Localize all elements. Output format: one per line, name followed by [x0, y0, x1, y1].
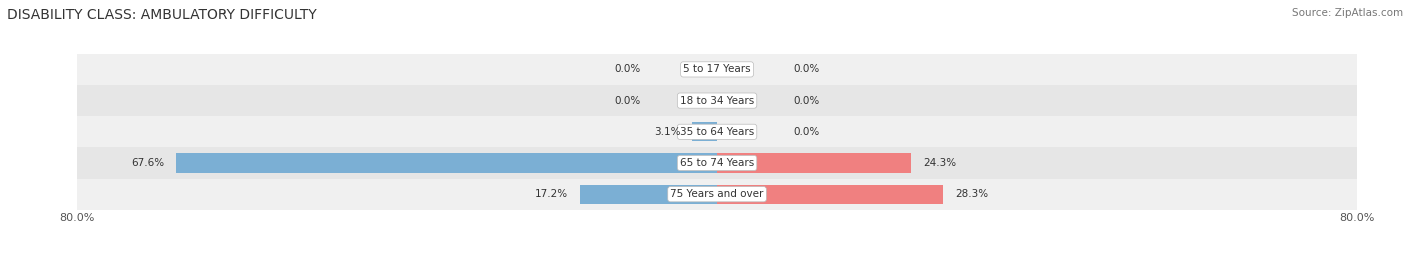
Bar [77, 85, 1357, 116]
Text: 67.6%: 67.6% [131, 158, 165, 168]
Bar [717, 185, 943, 204]
Text: 18 to 34 Years: 18 to 34 Years [681, 95, 754, 106]
Bar [77, 179, 1357, 210]
Text: 24.3%: 24.3% [924, 158, 956, 168]
Text: 28.3%: 28.3% [955, 189, 988, 199]
Text: 0.0%: 0.0% [793, 127, 820, 137]
Text: 0.0%: 0.0% [793, 95, 820, 106]
Bar [692, 122, 717, 141]
Bar [77, 54, 1357, 85]
Bar [77, 116, 1357, 147]
Bar [77, 147, 1357, 179]
Text: DISABILITY CLASS: AMBULATORY DIFFICULTY: DISABILITY CLASS: AMBULATORY DIFFICULTY [7, 8, 316, 22]
Text: 75 Years and over: 75 Years and over [671, 189, 763, 199]
Bar [717, 153, 911, 173]
Text: 35 to 64 Years: 35 to 64 Years [681, 127, 754, 137]
Text: 0.0%: 0.0% [614, 95, 641, 106]
Text: 65 to 74 Years: 65 to 74 Years [681, 158, 754, 168]
Text: 3.1%: 3.1% [654, 127, 681, 137]
Bar [579, 185, 717, 204]
Text: 0.0%: 0.0% [793, 64, 820, 75]
Text: 17.2%: 17.2% [534, 189, 568, 199]
Bar [177, 153, 717, 173]
Text: Source: ZipAtlas.com: Source: ZipAtlas.com [1292, 8, 1403, 18]
Text: 5 to 17 Years: 5 to 17 Years [683, 64, 751, 75]
Text: 0.0%: 0.0% [614, 64, 641, 75]
